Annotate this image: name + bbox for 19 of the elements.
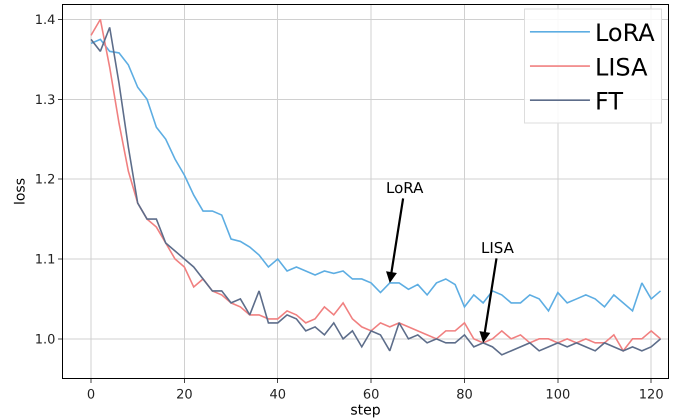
legend-label: LoRA: [594, 19, 656, 48]
x-axis-title: step: [350, 402, 381, 419]
y-tick-label: 1.4: [34, 12, 56, 28]
annotation: LISA: [481, 239, 515, 257]
x-tick-label: 60: [362, 388, 380, 403]
y-tick-label: 1.2: [34, 172, 56, 188]
x-tick-label: 40: [269, 388, 286, 403]
legend-label: FT: [594, 88, 624, 116]
y-tick-label: 1.3: [34, 92, 56, 108]
x-tick-label: 100: [545, 388, 570, 403]
x-tick-label: 20: [176, 388, 193, 403]
x-tick-label: 0: [86, 388, 96, 403]
legend-label: LISA: [594, 53, 648, 82]
y-tick-label: 1.1: [34, 252, 56, 268]
y-axis-title: loss: [12, 178, 28, 206]
y-tick-label: 1.0: [34, 332, 56, 348]
x-tick-label: 80: [456, 388, 473, 403]
annotation: LoRA: [386, 179, 424, 197]
x-tick-label: 120: [638, 388, 664, 403]
